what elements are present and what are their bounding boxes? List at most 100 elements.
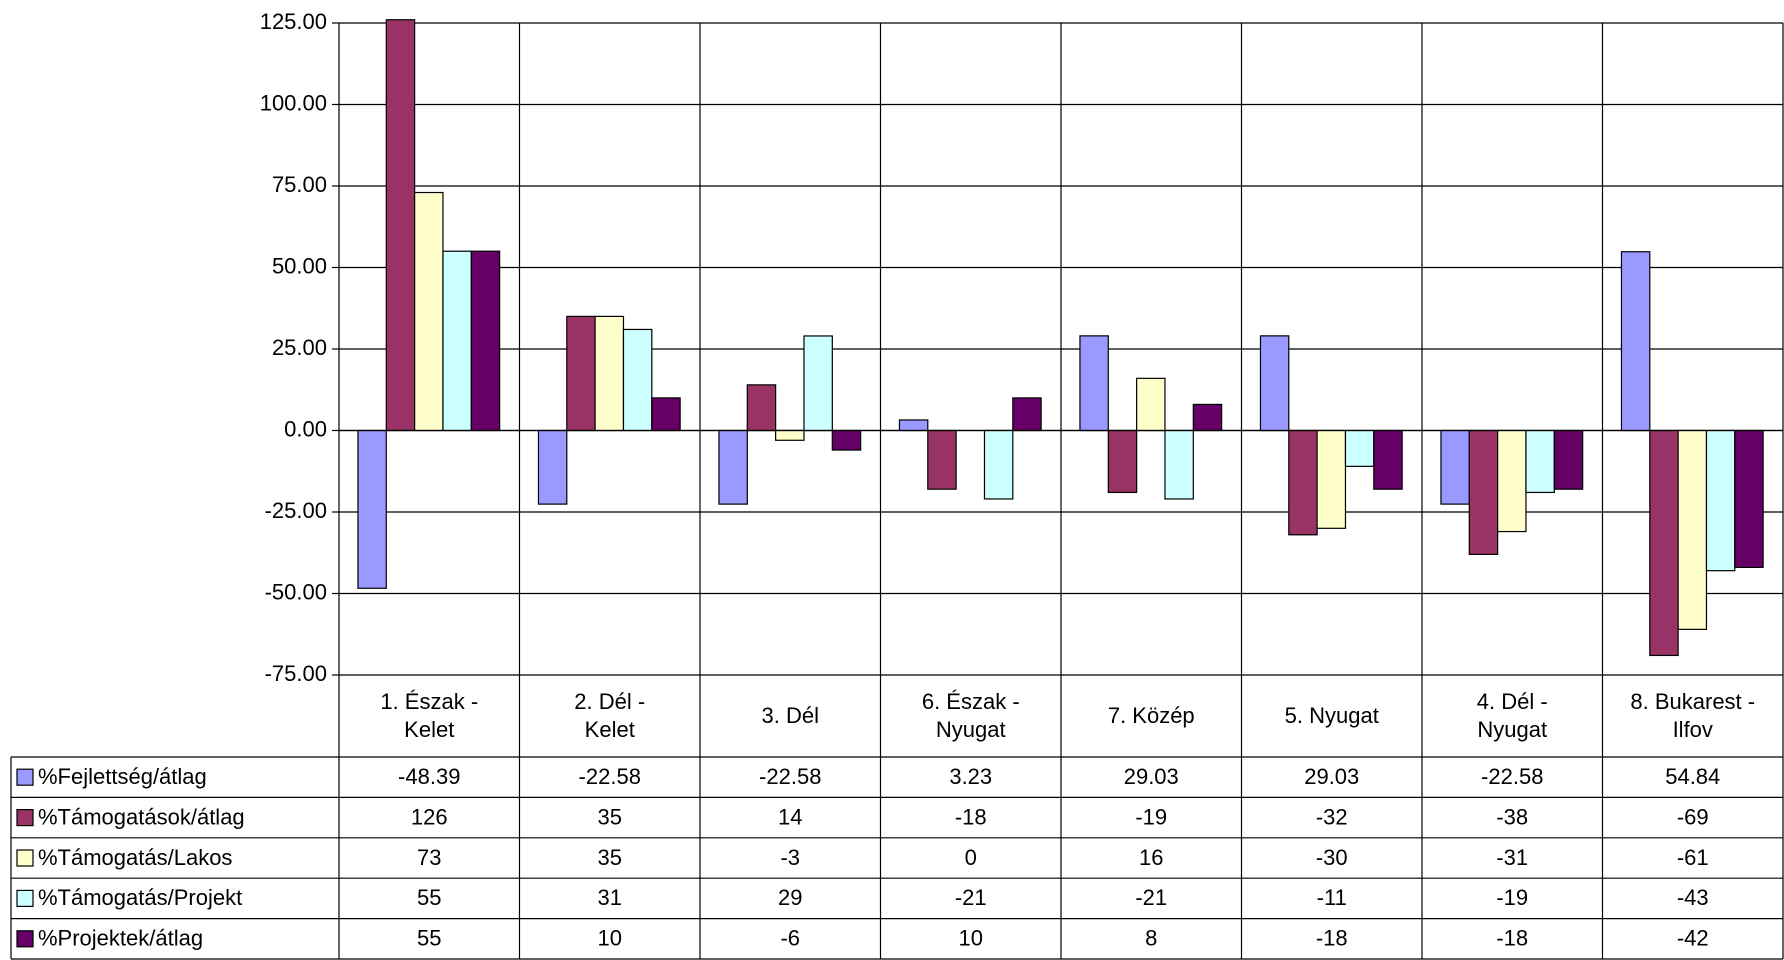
x-tick-label: 6. Észak - Nyugat [921,689,1020,742]
table-value: 10 [959,926,983,951]
bar [718,429,748,505]
bar [927,429,957,490]
table-value: -32 [1316,804,1348,829]
bar [1079,335,1109,432]
table-value: -31 [1496,845,1528,870]
bar [414,191,444,432]
table-value: -22.58 [579,764,641,789]
table-value: -3 [780,845,800,870]
bar [983,429,1014,500]
x-tick-label: 2. Dél - Kelet [574,689,646,742]
y-tick-label: -50.00 [265,579,327,604]
table-value: -61 [1677,845,1709,870]
table-value: -11 [1317,885,1347,910]
y-tick-label: 100.00 [260,90,327,115]
bar [1620,251,1651,432]
table-value: 54.84 [1665,764,1720,789]
x-tick-label: 5. Nyugat [1284,703,1379,728]
table-value: 8 [1145,926,1157,951]
table-value: 29 [778,885,802,910]
bar [1734,429,1764,569]
bar [385,19,416,432]
table-value: -48.39 [398,764,460,789]
table-value: 29.03 [1124,764,1179,789]
y-tick-label: 0.00 [284,416,327,441]
legend-label: %Támogatások/átlag [38,804,245,829]
y-tick-label: -75.00 [265,661,327,686]
bar [746,384,777,432]
y-tick-label: 125.00 [260,9,327,34]
bar [1259,335,1290,432]
legend-label: %Támogatás/Projekt [38,885,242,910]
table-value: -69 [1677,804,1709,829]
bar [442,250,472,432]
bar [470,250,501,432]
bar [1553,429,1584,490]
table-value: -22.58 [1481,764,1543,789]
y-tick-label: 50.00 [272,253,327,278]
table-value: 73 [417,845,441,870]
x-tick-label: 7. Közép [1107,703,1195,728]
bar [1440,429,1470,505]
bar [1677,429,1708,630]
bar [1192,403,1223,432]
table-value: -30 [1316,845,1348,870]
bar [622,328,653,432]
table-value: 0 [965,845,977,870]
table-value: 31 [598,885,622,910]
bar [651,397,681,432]
table-value: -21 [1135,885,1167,910]
table-value: -38 [1496,804,1528,829]
bar [1525,429,1555,494]
table-value: -19 [1135,804,1167,829]
table-value: -22.58 [759,764,821,789]
y-tick-label: 75.00 [272,172,327,197]
bar [1288,429,1318,536]
legend-label: %Projektek/átlag [38,926,203,951]
bar [566,315,596,432]
bar [1497,429,1527,533]
bar [1649,429,1679,657]
table-value: 10 [598,926,622,951]
table-value: 3.23 [949,764,992,789]
bar [831,429,862,451]
bar [803,335,833,432]
bar [594,315,625,432]
table-value: -19 [1496,885,1528,910]
bar [1344,429,1375,467]
x-tick-label: 3. Dél [761,703,819,728]
legend-swatch [16,930,34,948]
legend-swatch [16,768,34,786]
y-tick-label: -25.00 [265,498,327,523]
bar [1136,377,1166,432]
table-value: -6 [780,926,800,951]
bar [357,429,387,589]
table-value: -18 [1316,926,1348,951]
table-value: -43 [1677,885,1709,910]
bar [1107,429,1138,494]
table-value: -42 [1677,926,1709,951]
bar [775,429,805,441]
bar [1705,429,1736,572]
bar [1468,429,1499,555]
table-value: 55 [417,926,441,951]
table-value: 55 [417,885,441,910]
bar [1164,429,1194,500]
table-value: 126 [411,804,448,829]
table-value: 35 [598,804,622,829]
table-value: -18 [1496,926,1528,951]
table-value: 14 [778,804,802,829]
table-value: 29.03 [1304,764,1359,789]
bar [537,429,568,505]
bar [1373,429,1403,490]
legend-swatch [16,808,34,827]
legend-swatch [16,849,34,867]
bar [1316,429,1347,529]
legend-label: %Támogatás/Lakos [38,845,232,870]
legend-swatch [16,889,34,908]
bar [898,419,929,432]
bar [1012,397,1042,432]
table-value: 35 [598,845,622,870]
